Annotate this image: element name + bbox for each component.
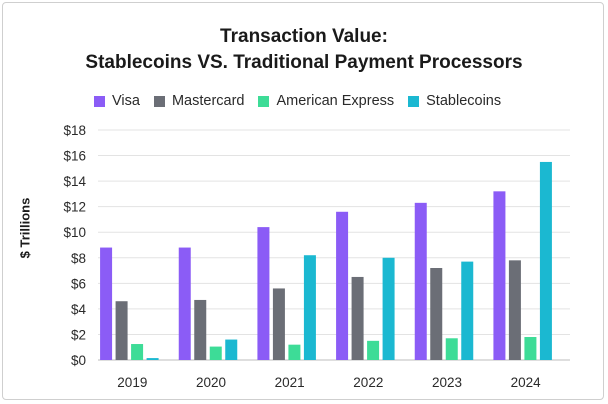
bar-visa-2022 (336, 211, 349, 360)
y-tick-label: $16 (63, 149, 86, 164)
bar-visa-2021 (257, 227, 270, 360)
legend-label-visa: Visa (112, 93, 140, 109)
x-tick-label: 2019 (117, 375, 147, 390)
legend-item-visa: Visa (94, 93, 140, 109)
y-tick-label: $2 (71, 327, 86, 342)
bar-stablecoins-2022 (382, 257, 395, 360)
y-tick-label: $4 (71, 302, 87, 317)
bar-american-express-2021 (288, 344, 301, 360)
bar-stablecoins-2019 (146, 358, 159, 360)
x-tick-label: 2021 (275, 375, 305, 390)
bar-visa-2023 (414, 202, 427, 360)
chart-subtitle: Stablecoins VS. Traditional Payment Proc… (85, 52, 523, 73)
y-tick-label: $18 (63, 123, 86, 138)
bar-visa-2020 (178, 247, 191, 360)
bar-stablecoins-2024 (539, 161, 552, 360)
legend-item-mastercard: Mastercard (153, 93, 245, 109)
bar-visa-2019 (100, 247, 113, 360)
bar-american-express-2024 (524, 337, 537, 360)
x-tick-label: 2022 (353, 375, 383, 390)
legend-swatch-visa (94, 95, 105, 107)
chart-title: Transaction Value: (220, 26, 388, 47)
legend-swatch-american-express (258, 95, 270, 107)
bar-mastercard-2019 (115, 301, 128, 360)
bar-stablecoins-2020 (225, 339, 238, 360)
bar-visa-2024 (493, 191, 506, 360)
legend-swatch-stablecoins (408, 95, 420, 107)
legend-swatch-mastercard (153, 95, 165, 107)
legend-item-stablecoins: Stablecoins (408, 93, 501, 109)
y-tick-label: $8 (71, 251, 86, 266)
bar-american-express-2022 (367, 340, 380, 360)
legend-label-american-express: American Express (276, 93, 395, 109)
y-tick-label: $12 (63, 200, 86, 215)
bar-mastercard-2022 (351, 276, 364, 360)
bar-stablecoins-2021 (303, 255, 316, 360)
bar-mastercard-2023 (430, 268, 443, 360)
bar-american-express-2019 (131, 344, 144, 360)
x-tick-label: 2020 (196, 375, 226, 390)
y-tick-label: $6 (71, 276, 86, 291)
bar-mastercard-2024 (508, 260, 521, 360)
bar-american-express-2023 (445, 338, 458, 360)
legend-label-stablecoins: Stablecoins (426, 93, 502, 109)
y-tick-label: $10 (63, 225, 86, 240)
y-tick-label: $14 (63, 174, 86, 189)
legend-item-american-express: American Express (258, 93, 394, 109)
x-tick-label: 2024 (511, 375, 542, 390)
legend-label-mastercard: Mastercard (171, 93, 245, 109)
bar-stablecoins-2023 (461, 261, 474, 360)
bar-american-express-2020 (209, 346, 222, 360)
x-tick-label: 2023 (432, 375, 462, 390)
bar-mastercard-2020 (194, 299, 207, 360)
bar-mastercard-2021 (272, 288, 285, 360)
legend: Visa Mastercard American Express Stablec… (94, 91, 515, 111)
y-tick-label: $0 (71, 353, 86, 368)
